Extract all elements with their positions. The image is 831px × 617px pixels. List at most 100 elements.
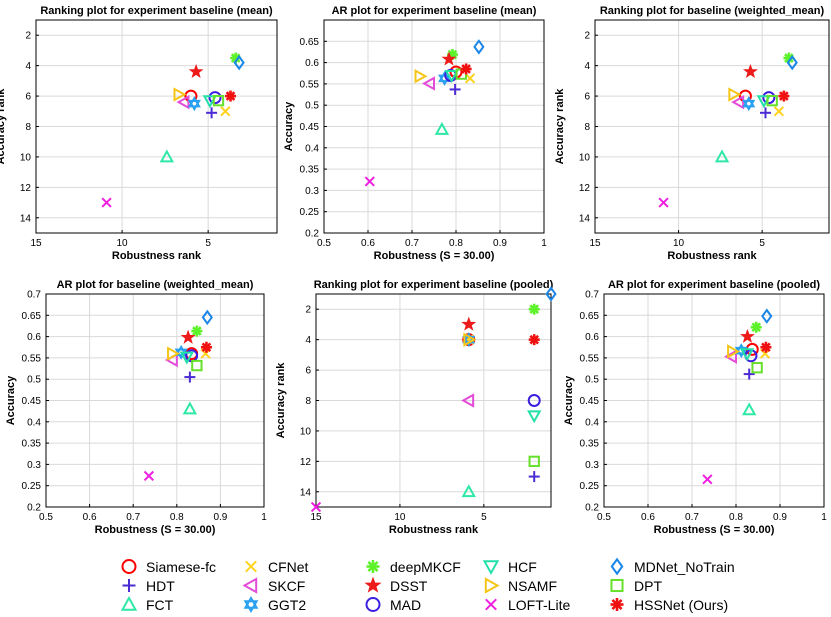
chart-title: AR plot for experiment baseline (pooled) (608, 279, 820, 291)
y-tick-label: 0.55 (300, 79, 320, 90)
x-tick-label: 1 (541, 238, 547, 249)
legend-entry: HDT (118, 576, 240, 595)
y-tick-label: 0.3 (27, 460, 41, 471)
point-dpt (191, 359, 203, 372)
point-hcf (444, 69, 459, 83)
legend-entry: HCF (480, 557, 606, 576)
x-tick-label: 10 (673, 238, 685, 249)
legend-label: Siamese-fc (146, 558, 217, 575)
point-hssnet-ours (225, 90, 237, 102)
y-tick-label: 4 (305, 335, 311, 346)
point-fct (182, 401, 198, 415)
point-deepmkcf (528, 303, 540, 315)
point-fct (461, 484, 476, 498)
point-hdt (184, 371, 196, 383)
y-tick-label: 0.6 (305, 58, 319, 69)
point-dsst (180, 329, 196, 344)
y-tick-label: 0.35 (300, 165, 320, 176)
x-tick-label: 5 (481, 512, 487, 523)
legend-label: HCF (508, 558, 537, 575)
y-axis-label: Accuracy (283, 101, 295, 151)
x-tick-label: 1 (261, 512, 267, 523)
y-tick-label: 0.35 (580, 439, 600, 450)
y-tick-label: 14 (20, 213, 32, 224)
legend-marker-x-icon (245, 560, 257, 573)
y-tick-label: 12 (579, 183, 591, 194)
x-axis-label: Robustness rank (112, 250, 202, 262)
x-tick-label: 0.8 (449, 238, 463, 249)
y-tick-label: 0.2 (585, 503, 599, 514)
point-dpt (212, 94, 225, 107)
legend-marker-triangle-up-icon (120, 595, 138, 611)
legend-entry: CFNet (240, 557, 362, 576)
y-tick-label: 6 (305, 366, 311, 377)
x-tick-label: 0.8 (729, 512, 743, 523)
x-tick-label: 10 (117, 238, 129, 249)
y-tick-label: 6 (25, 92, 31, 103)
point-loft-lite (143, 470, 155, 482)
point-skcf (461, 393, 475, 408)
y-tick-label: 0.45 (300, 122, 320, 133)
legend-marker-hexagram-icon (243, 596, 259, 613)
y-tick-label: 0.5 (27, 375, 41, 386)
x-tick-label: 5 (759, 238, 765, 249)
legend-entry: SKCF (240, 576, 362, 595)
point-loft-lite (310, 501, 322, 513)
y-tick-label: 0.3 (585, 460, 599, 471)
x-axis-label: Robustness rank (389, 524, 479, 536)
point-dsst (188, 63, 204, 78)
point-fct (159, 149, 175, 163)
point-hssnet-ours (528, 334, 540, 346)
y-tick-label: 0.65 (300, 37, 320, 48)
point-hdt (449, 83, 461, 95)
legend-entry: deepMKCF (362, 557, 480, 576)
y-tick-label: 0.55 (580, 353, 600, 364)
y-tick-label: 10 (300, 426, 312, 437)
y-tick-label: 2 (584, 31, 590, 42)
point-hcf (527, 410, 542, 424)
x-tick-label: 0.5 (39, 512, 53, 523)
y-tick-label: 4 (584, 61, 590, 72)
point-cfnet (464, 73, 476, 84)
legend-entry: Siamese-fc (118, 557, 240, 576)
legend-entry: LOFT-Lite (480, 595, 606, 614)
x-tick-label: 10 (394, 512, 406, 523)
plot-6: 0.5 0.6 0.7 0.8 0.9 1 0.2 0.25 0.3 0.35 0.4 0.45 0.5… (563, 279, 827, 536)
y-tick-label: 14 (300, 487, 312, 498)
point-ggt2 (187, 96, 201, 112)
y-tick-label: 0.2 (27, 503, 41, 514)
y-axis-label: Accuracy rank (0, 88, 7, 165)
point-nsamf (414, 69, 428, 84)
point-mdnet-notrain (201, 309, 213, 326)
chart-title: Ranking plot for baseline (weighted_mean… (600, 5, 825, 17)
x-tick-label: 0.5 (597, 512, 611, 523)
legend-marker-x-icon (485, 598, 497, 611)
y-tick-label: 8 (305, 396, 311, 407)
point-cfnet (220, 106, 231, 117)
legend-label: HDT (146, 577, 175, 594)
x-tick-label: 15 (589, 238, 601, 249)
point-skcf (724, 349, 737, 364)
y-tick-label: 0.5 (585, 375, 599, 386)
y-tick-label: 0.65 (580, 311, 600, 322)
y-tick-label: 0.25 (580, 481, 600, 492)
point-deepmkcf (191, 325, 203, 337)
x-tick-label: 0.9 (773, 512, 787, 523)
y-axis-label: Accuracy (563, 375, 575, 425)
x-tick-label: 0.9 (213, 512, 227, 523)
point-mdnet-notrain (473, 39, 485, 55)
y-tick-label: 0.25 (22, 481, 42, 492)
y-tick-label: 0.7 (585, 290, 599, 301)
point-mdnet-notrain (761, 308, 773, 324)
plot-2: 0.5 0.6 0.7 0.8 0.9 1 0.2 0.25 0.3 0.35 0.4 0.45 0.5… (283, 5, 547, 262)
y-tick-label: 12 (20, 183, 32, 194)
legend-marker-asterisk-icon (610, 598, 624, 611)
y-tick-label: 0.45 (22, 396, 42, 407)
legend-entry: HSSNet (Ours) (606, 595, 738, 614)
legend-label: NSAMF (508, 577, 557, 594)
point-hcf (739, 348, 755, 362)
legend-entry: FCT (118, 595, 240, 614)
legend-label: GGT2 (268, 596, 307, 613)
x-tick-label: 5 (205, 238, 211, 249)
